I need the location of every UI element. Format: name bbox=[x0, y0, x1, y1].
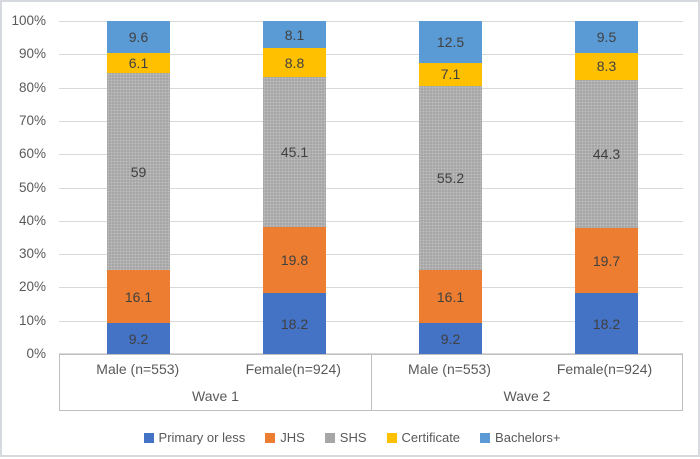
gridline bbox=[59, 187, 683, 189]
data-label: 9.2 bbox=[128, 330, 149, 347]
bar-segment-certificate: 8.8 bbox=[263, 48, 326, 78]
gridline bbox=[59, 54, 683, 56]
bar-segment-primary-or-less: 9.2 bbox=[419, 323, 482, 354]
gridline bbox=[59, 320, 683, 322]
data-label: 16.1 bbox=[436, 288, 465, 305]
bar-segment-bachelors-: 9.6 bbox=[107, 21, 170, 53]
data-label: 18.2 bbox=[592, 315, 621, 332]
bar-segment-jhs: 19.7 bbox=[575, 227, 638, 294]
gridline bbox=[59, 353, 683, 354]
data-label: 9.5 bbox=[596, 28, 617, 45]
data-label: 55.2 bbox=[436, 170, 465, 187]
group-label: Wave 2 bbox=[503, 388, 551, 405]
data-label: 16.1 bbox=[124, 288, 153, 305]
y-tick-label: 0% bbox=[26, 346, 46, 361]
legend-label: Bachelors+ bbox=[495, 430, 561, 445]
y-tick-label: 40% bbox=[18, 212, 46, 228]
data-label: 6.1 bbox=[128, 55, 149, 72]
legend-label: SHS bbox=[339, 430, 367, 445]
legend-swatch-icon bbox=[143, 433, 154, 443]
legend-swatch-icon bbox=[324, 433, 335, 443]
bar-segment-certificate: 6.1 bbox=[107, 52, 170, 74]
y-tick-label: 10% bbox=[18, 312, 46, 328]
data-label: 59 bbox=[130, 163, 147, 180]
bar-segment-certificate: 7.1 bbox=[419, 62, 482, 87]
bar-column: 18.2 19.7 44.3 8.3 9.5 bbox=[575, 21, 638, 354]
gridline bbox=[59, 21, 683, 22]
bar-segment-shs: 45.1 bbox=[263, 77, 326, 228]
legend-item: JHS bbox=[265, 431, 305, 445]
y-tick-label: 30% bbox=[18, 246, 46, 262]
y-axis: 100% 90% 80% 70% 60% 50% 40% 30% 20% 10% 0% bbox=[2, 2, 52, 459]
category-axis: Male (n=553) Female(n=924) Wave 1 Male (n=5… bbox=[59, 354, 683, 411]
bar-segment-shs: 59 bbox=[107, 73, 170, 270]
data-label: 9.6 bbox=[128, 29, 149, 45]
legend-item: SHS bbox=[324, 430, 367, 445]
bar-segment-bachelors-: 12.5 bbox=[419, 21, 482, 63]
bar-segment-bachelors-: 9.5 bbox=[575, 21, 638, 53]
legend: Primary or less JHS SHS Certificate Bachelor… bbox=[2, 426, 700, 450]
category-label: Female(n=924) bbox=[245, 360, 341, 377]
bar-segment-jhs: 16.1 bbox=[107, 269, 170, 324]
legend-swatch-icon bbox=[386, 433, 397, 443]
data-label: 44.3 bbox=[592, 146, 621, 163]
gridline bbox=[59, 87, 683, 89]
bar-segment-jhs: 16.1 bbox=[419, 269, 482, 324]
group-cell: Male (n=553) Female(n=924) Wave 2 bbox=[371, 355, 682, 410]
plot-area: 9.2 16.1 59 6.1 9.6 18.2 19.8 45.1 8.8 8.1 9.2 16.1… bbox=[59, 21, 683, 354]
bar-column: 9.2 16.1 59 6.1 9.6 bbox=[107, 21, 170, 354]
bar-segment-primary-or-less: 18.2 bbox=[263, 293, 326, 354]
gridline bbox=[59, 154, 683, 156]
legend-item: Certificate bbox=[386, 430, 461, 445]
y-tick-label: 20% bbox=[18, 279, 46, 295]
y-tick-label: 50% bbox=[18, 179, 46, 195]
legend-item: Primary or less bbox=[143, 430, 246, 445]
bar-column: 18.2 19.8 45.1 8.8 8.1 bbox=[263, 21, 326, 354]
bar-segment-jhs: 19.8 bbox=[263, 227, 326, 294]
gridline bbox=[59, 120, 683, 122]
data-label: 8.1 bbox=[284, 26, 305, 43]
bar-segment-shs: 44.3 bbox=[575, 80, 638, 228]
gridline bbox=[59, 220, 683, 222]
bar-segment-primary-or-less: 18.2 bbox=[575, 293, 638, 354]
group-cell: Male (n=553) Female(n=924) Wave 1 bbox=[60, 355, 371, 410]
bar-segment-shs: 55.2 bbox=[419, 86, 482, 270]
group-label: Wave 1 bbox=[192, 388, 239, 405]
data-label: 8.8 bbox=[284, 54, 305, 71]
legend-label: Certificate bbox=[401, 430, 461, 445]
y-tick-label: 90% bbox=[18, 46, 46, 62]
category-label: Male (n=553) bbox=[408, 360, 491, 377]
data-label: 7.1 bbox=[440, 66, 461, 83]
y-tick-label: 70% bbox=[18, 112, 46, 128]
y-tick-label: 100% bbox=[11, 13, 46, 28]
bar-segment-primary-or-less: 9.2 bbox=[107, 323, 170, 354]
bar-segment-bachelors-: 8.1 bbox=[263, 21, 326, 49]
legend-swatch-icon bbox=[480, 433, 491, 443]
data-label: 12.5 bbox=[436, 33, 465, 50]
gridline bbox=[59, 254, 683, 256]
data-label: 9.2 bbox=[440, 330, 461, 347]
y-tick-label: 60% bbox=[18, 146, 46, 162]
data-label: 45.1 bbox=[280, 144, 309, 161]
data-label: 8.3 bbox=[596, 58, 617, 75]
category-label: Female(n=924) bbox=[556, 360, 653, 377]
y-tick-label: 80% bbox=[18, 79, 46, 95]
bar-segment-certificate: 8.3 bbox=[575, 52, 638, 81]
data-label: 19.7 bbox=[592, 252, 621, 269]
bar-column: 9.2 16.1 55.2 7.1 12.5 bbox=[419, 21, 482, 354]
gridline bbox=[59, 287, 683, 289]
data-label: 19.8 bbox=[280, 252, 309, 269]
category-label: Male (n=553) bbox=[96, 360, 180, 377]
legend-label: Primary or less bbox=[158, 430, 246, 445]
legend-swatch-icon bbox=[265, 433, 276, 443]
data-label: 18.2 bbox=[280, 315, 309, 332]
legend-label: JHS bbox=[280, 430, 305, 445]
legend-item: Bachelors+ bbox=[480, 431, 560, 445]
